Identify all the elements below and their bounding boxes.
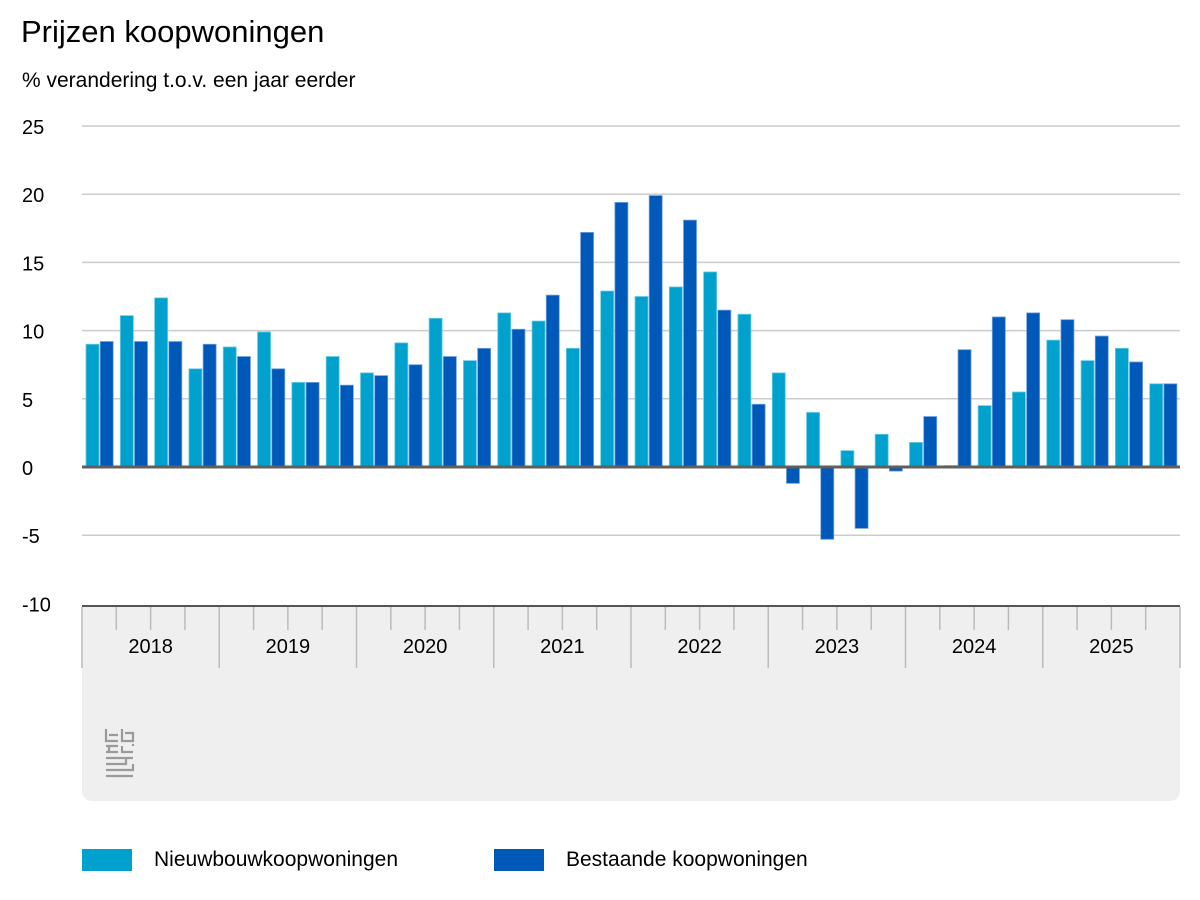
bar-nieuwbouw-2020Q1[interactable]: [360, 372, 374, 468]
bar-bestaand-2019Q4[interactable]: [339, 384, 354, 468]
y-tick-label: 20: [22, 185, 44, 207]
bar-nieuwbouw-2024Q4[interactable]: [1012, 391, 1026, 468]
chart-subtitle: % verandering t.o.v. een jaar eerder: [22, 69, 356, 92]
bar-nieuwbouw-2021Q1[interactable]: [497, 312, 512, 468]
bar-nieuwbouw-2020Q4[interactable]: [463, 360, 477, 468]
year-label: 2025: [1089, 636, 1134, 658]
bar-nieuwbouw-2022Q3[interactable]: [703, 271, 718, 468]
bar-bestaand-2022Q2[interactable]: [683, 219, 697, 468]
bar-nieuwbouw-2018Q4[interactable]: [188, 368, 203, 468]
bar-bestaand-2020Q4[interactable]: [477, 347, 492, 468]
bar-bestaand-2024Q2[interactable]: [957, 349, 972, 468]
bar-nieuwbouw-2021Q4[interactable]: [600, 290, 615, 468]
bar-nieuwbouw-2018Q3[interactable]: [154, 297, 169, 468]
bar-nieuwbouw-2018Q2[interactable]: [119, 315, 134, 468]
year-label: 2019: [266, 636, 311, 658]
legend-swatch: [494, 849, 544, 871]
bar-nieuwbouw-2023Q4[interactable]: [874, 433, 889, 468]
bar-bestaand-2023Q1[interactable]: [786, 466, 800, 484]
bar-bestaand-2019Q1[interactable]: [237, 356, 251, 468]
bar-nieuwbouw-2025Q1[interactable]: [1046, 339, 1061, 468]
y-tick-label: -10: [22, 594, 51, 616]
bar-bestaand-2024Q1[interactable]: [923, 416, 938, 468]
bar-nieuwbouw-2022Q2[interactable]: [668, 286, 683, 468]
bar-bestaand-2020Q2[interactable]: [408, 364, 423, 468]
y-tick-label: 5: [22, 390, 33, 412]
year-label: 2023: [815, 636, 860, 658]
year-label: 2022: [677, 636, 722, 658]
bar-bestaand-2025Q2[interactable]: [1094, 335, 1109, 468]
bar-nieuwbouw-2024Q3[interactable]: [977, 405, 992, 468]
y-tick-label: 25: [22, 117, 44, 139]
legend-swatch: [82, 849, 132, 871]
bar-nieuwbouw-2018Q1[interactable]: [85, 343, 100, 468]
bar-bestaand-2019Q2[interactable]: [271, 368, 286, 468]
year-label: 2018: [128, 636, 173, 658]
bar-bestaand-2023Q2[interactable]: [820, 466, 835, 540]
bar-bestaand-2021Q2[interactable]: [545, 294, 560, 468]
legend-item-bestaand[interactable]: Bestaande koopwoningen: [494, 848, 808, 872]
bar-nieuwbouw-2019Q4[interactable]: [325, 356, 340, 468]
bar-nieuwbouw-2023Q1[interactable]: [771, 372, 786, 468]
bar-bestaand-2020Q3[interactable]: [442, 356, 457, 468]
bar-bestaand-2018Q3[interactable]: [168, 341, 183, 468]
bar-nieuwbouw-2021Q3[interactable]: [565, 347, 580, 468]
bar-bestaand-2022Q3[interactable]: [717, 309, 732, 468]
y-tick-label: 10: [22, 322, 44, 344]
bar-nieuwbouw-2025Q4[interactable]: [1149, 383, 1164, 468]
bar-nieuwbouw-2019Q2[interactable]: [257, 331, 271, 468]
bar-bestaand-2025Q4[interactable]: [1163, 383, 1178, 468]
bar-bestaand-2020Q1[interactable]: [374, 375, 389, 468]
bar-bestaand-2023Q3[interactable]: [854, 466, 869, 529]
bar-bestaand-2024Q3[interactable]: [991, 316, 1006, 468]
year-label: 2024: [952, 636, 997, 658]
legend-label: Bestaande koopwoningen: [566, 848, 808, 871]
bar-nieuwbouw-2019Q1[interactable]: [222, 346, 237, 468]
bar-bestaand-2024Q4[interactable]: [1026, 312, 1041, 468]
bar-nieuwbouw-2023Q3[interactable]: [840, 450, 855, 468]
bar-bestaand-2025Q3[interactable]: [1129, 361, 1143, 468]
legend-item-nieuwbouw[interactable]: Nieuwbouwkoopwoningen: [82, 848, 398, 872]
bar-bestaand-2021Q4[interactable]: [614, 201, 629, 468]
bar-bestaand-2025Q1[interactable]: [1060, 319, 1075, 468]
y-tick-label: 0: [22, 458, 33, 480]
bar-nieuwbouw-2019Q3[interactable]: [291, 382, 306, 468]
cbs-logo: [104, 729, 135, 778]
bar-bestaand-2022Q4[interactable]: [751, 403, 766, 468]
chart-title: Prijzen koopwoningen: [21, 14, 325, 49]
year-label: 2020: [403, 636, 448, 658]
bar-nieuwbouw-2021Q2[interactable]: [531, 320, 546, 468]
bar-nieuwbouw-2020Q2[interactable]: [394, 342, 409, 468]
y-tick-label: -5: [22, 526, 40, 548]
bar-nieuwbouw-2024Q1[interactable]: [909, 442, 923, 468]
bar-bestaand-2021Q1[interactable]: [511, 328, 526, 468]
bar-nieuwbouw-2025Q3[interactable]: [1114, 347, 1129, 468]
legend-label: Nieuwbouwkoopwoningen: [154, 848, 399, 871]
bar-bestaand-2019Q3[interactable]: [305, 382, 320, 468]
bar-bestaand-2022Q1[interactable]: [648, 195, 663, 468]
bar-bestaand-2018Q4[interactable]: [202, 343, 217, 468]
y-tick-label: 15: [22, 253, 44, 275]
bar-bestaand-2021Q3[interactable]: [580, 231, 594, 468]
bar-nieuwbouw-2023Q2[interactable]: [806, 412, 820, 468]
bar-nieuwbouw-2022Q1[interactable]: [634, 296, 649, 468]
bar-nieuwbouw-2020Q3[interactable]: [428, 317, 443, 468]
bar-bestaand-2018Q2[interactable]: [134, 341, 148, 468]
bar-bestaand-2018Q1[interactable]: [99, 341, 114, 468]
bar-nieuwbouw-2025Q2[interactable]: [1080, 360, 1095, 468]
bar-nieuwbouw-2022Q4[interactable]: [737, 313, 752, 468]
year-label: 2021: [540, 636, 585, 658]
